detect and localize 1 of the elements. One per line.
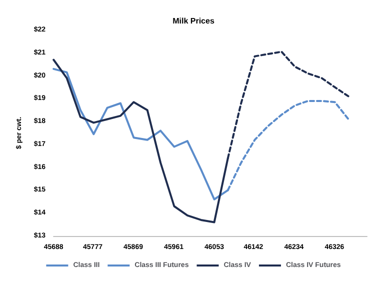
chart-title: Milk Prices (172, 16, 215, 26)
